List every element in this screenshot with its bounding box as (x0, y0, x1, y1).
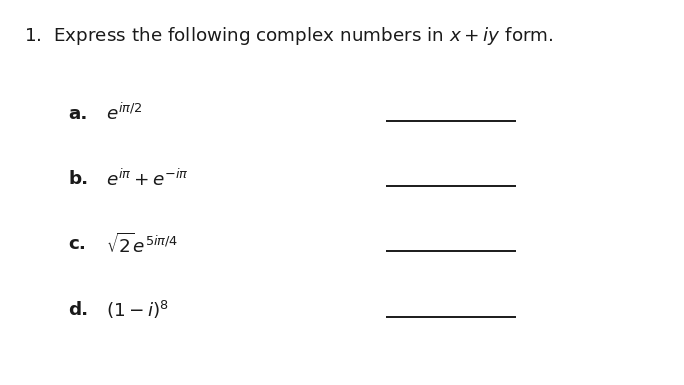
Text: c.: c. (68, 236, 86, 253)
Text: $(1 - i)^8$: $(1 - i)^8$ (106, 299, 169, 321)
Text: $e^{i\pi/2}$: $e^{i\pi/2}$ (106, 103, 142, 124)
Text: $\sqrt{2}e^{5i\pi/4}$: $\sqrt{2}e^{5i\pi/4}$ (106, 233, 179, 256)
Text: $e^{i\pi} + e^{-i\pi}$: $e^{i\pi} + e^{-i\pi}$ (106, 168, 189, 190)
Text: a.: a. (68, 105, 88, 122)
Text: 1.  Express the following complex numbers in $x + iy$ form.: 1. Express the following complex numbers… (24, 25, 553, 47)
Text: b.: b. (68, 170, 88, 188)
Text: d.: d. (68, 301, 88, 319)
